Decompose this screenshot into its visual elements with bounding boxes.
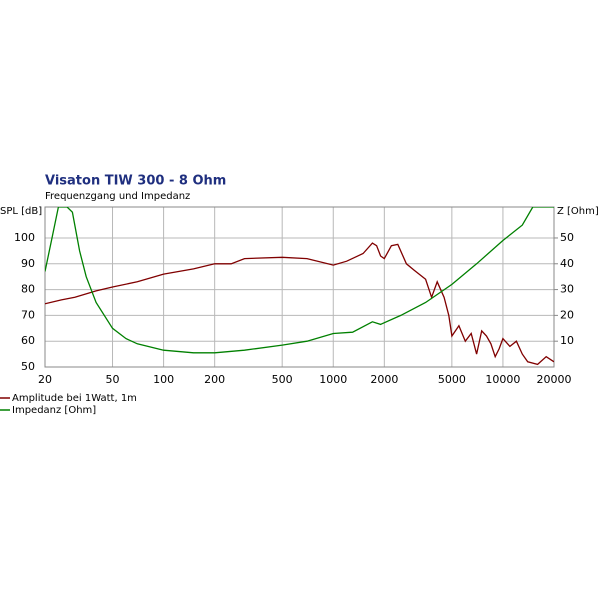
x-tick-label: 100 xyxy=(153,373,174,386)
y-axis-label: SPL [dB] xyxy=(0,206,42,217)
x-tick-label: 200 xyxy=(204,373,225,386)
y-tick-label: 50 xyxy=(21,360,35,373)
plot-lines xyxy=(45,207,554,366)
x-tick-label: 2000 xyxy=(370,373,398,386)
x-tick-label: 500 xyxy=(272,373,293,386)
x-tick-label: 20 xyxy=(38,373,52,386)
legend-label: Impedanz [Ohm] xyxy=(12,405,96,416)
plot-border xyxy=(44,206,555,368)
chart-subtitle: Frequenzgang und Impedanz xyxy=(45,191,190,202)
y2-tick-label: 20 xyxy=(560,308,574,321)
legend-label: Amplitude bei 1Watt, 1m xyxy=(12,393,137,404)
y-tick-label: 70 xyxy=(21,308,35,321)
y-tick-label: 60 xyxy=(21,334,35,347)
y-tick-label: 90 xyxy=(21,257,35,270)
x-tick-label: 5000 xyxy=(438,373,466,386)
y-tick-label: 80 xyxy=(21,283,35,296)
x-tick-label: 50 xyxy=(106,373,120,386)
y2-tick-label: 40 xyxy=(560,257,574,270)
x-tick-label: 10000 xyxy=(485,373,520,386)
series-line xyxy=(45,207,554,354)
y2-tick-label: 30 xyxy=(560,283,574,296)
y-tick-label: 100 xyxy=(14,231,35,244)
x-tick-label: 20000 xyxy=(537,373,572,386)
y2-axis-label: Z [Ohm] xyxy=(557,206,599,217)
y2-tick-label: 10 xyxy=(560,334,574,347)
series-line xyxy=(45,242,554,366)
x-tick-label: 1000 xyxy=(319,373,347,386)
chart-title: Visaton TIW 300 - 8 Ohm xyxy=(45,174,226,189)
y2-tick-label: 50 xyxy=(560,231,574,244)
